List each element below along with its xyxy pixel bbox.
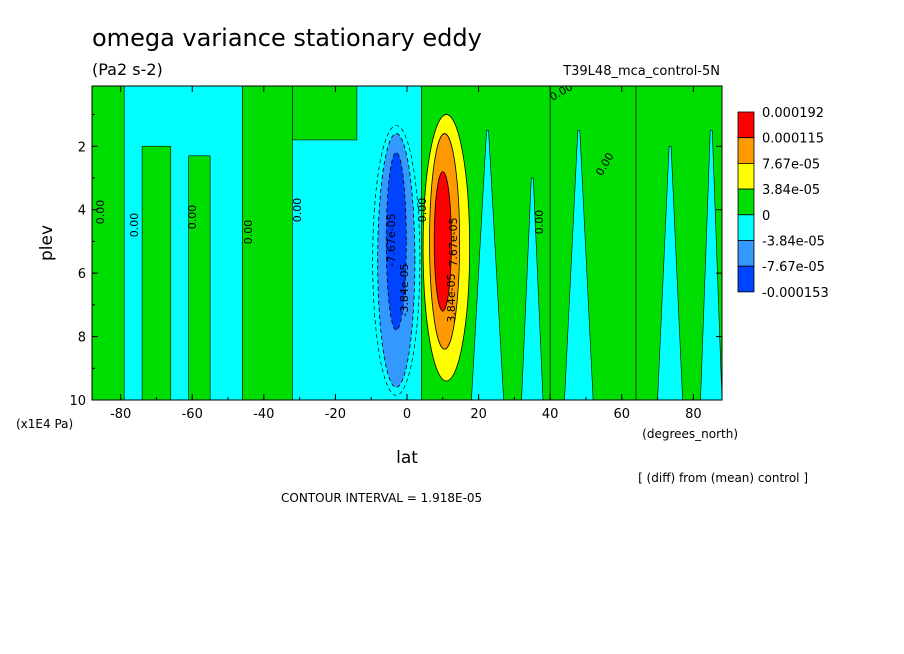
x-tick-label: 80: [685, 407, 702, 422]
y-tick-label: 8: [78, 331, 86, 346]
positive-region: [292, 86, 358, 141]
contour-interval: CONTOUR INTERVAL = 1.918E-05: [281, 491, 482, 505]
contour-level-neg3: [385, 152, 407, 331]
contour-label: -7.67e-05: [385, 213, 398, 266]
y-tick-label: 4: [78, 204, 86, 219]
x-tick-label: -40: [253, 407, 274, 422]
contour-level-pos4: [433, 171, 452, 312]
contour-label: 0.00: [416, 198, 429, 223]
legend-label: -0.000153: [762, 286, 829, 301]
legend-label: -7.67e-05: [762, 260, 825, 275]
legend-label: 7.67e-05: [762, 157, 820, 172]
legend-swatch: [737, 214, 755, 241]
contour-label: -3.84e-05: [398, 263, 411, 316]
y-axis-label: plev: [37, 225, 57, 261]
y-units-note: (x1E4 Pa): [16, 417, 73, 431]
x-tick-label: -80: [110, 407, 131, 422]
contour-label: 0.00: [186, 205, 199, 230]
legend-label: 3.84e-05: [762, 183, 820, 198]
legend-swatch: [737, 265, 755, 293]
x-axis-label: lat: [396, 448, 418, 468]
y-axis: 2 4 6 8 10: [69, 114, 722, 409]
negative-region: [521, 177, 544, 400]
chart-title: omega variance stationary eddy: [92, 24, 482, 52]
legend-label: 0.000115: [762, 132, 824, 147]
negative-region: [700, 130, 722, 400]
legend-label: -3.84e-05: [762, 235, 825, 250]
contour-label: 0.00: [94, 200, 107, 225]
positive-region: [549, 86, 637, 400]
y-tick-label: 2: [78, 140, 86, 155]
legend-swatch: [737, 111, 755, 139]
legend-swatch: [737, 137, 755, 164]
contour-label: 0.00: [291, 198, 304, 223]
x-tick-label: 60: [613, 407, 630, 422]
legend-swatch: [737, 162, 755, 190]
contour-label: 7.67e-05: [447, 217, 460, 266]
legend-swatch: [737, 188, 755, 216]
contour-label: 3.84e-05: [445, 273, 458, 322]
negative-region: [471, 130, 504, 400]
color-legend: 0.000192 0.000115 7.67e-05 3.84e-05 0 -3.84e-…: [737, 106, 829, 301]
x-tick-label: 20: [470, 407, 487, 422]
negative-contour: [372, 125, 421, 396]
x-axis: -80 -60 -40 -20 0 20 40 60 80: [110, 86, 702, 422]
x-units-label: (degrees_north): [642, 427, 738, 441]
legend-label: 0: [762, 209, 770, 224]
x-tick-label: 40: [542, 407, 559, 422]
legend-label: 0.000192: [762, 106, 824, 121]
positive-region: [188, 155, 211, 400]
diff-note: [ (diff) from (mean) control ]: [638, 471, 808, 485]
contour-label: 0.00: [242, 220, 255, 245]
plot-area: 0.00 0.00 0.00 0.00 0.00 -7.67e-05 -3.84…: [69, 85, 723, 422]
x-tick-label: 0: [403, 407, 411, 422]
contour-label: 0.00: [533, 210, 546, 235]
units-label: (Pa2 s-2): [92, 60, 163, 79]
positive-region: [141, 145, 172, 400]
contour-fill-layer: [92, 86, 722, 400]
contour-label: 0.00: [128, 213, 141, 238]
legend-swatch: [737, 240, 755, 267]
positive-region: [242, 86, 293, 400]
y-tick-label: 6: [78, 267, 86, 282]
run-label: T39L48_mca_control-5N: [562, 64, 720, 79]
x-tick-label: -20: [325, 407, 346, 422]
y-tick-label: 10: [69, 394, 86, 409]
contour-label-layer: 0.00 0.00 0.00 0.00 0.00 -7.67e-05 -3.84…: [94, 86, 617, 323]
negative-region: [657, 145, 683, 400]
negative-region: [564, 130, 594, 400]
positive-region: [92, 86, 125, 400]
x-tick-label: -60: [182, 407, 203, 422]
